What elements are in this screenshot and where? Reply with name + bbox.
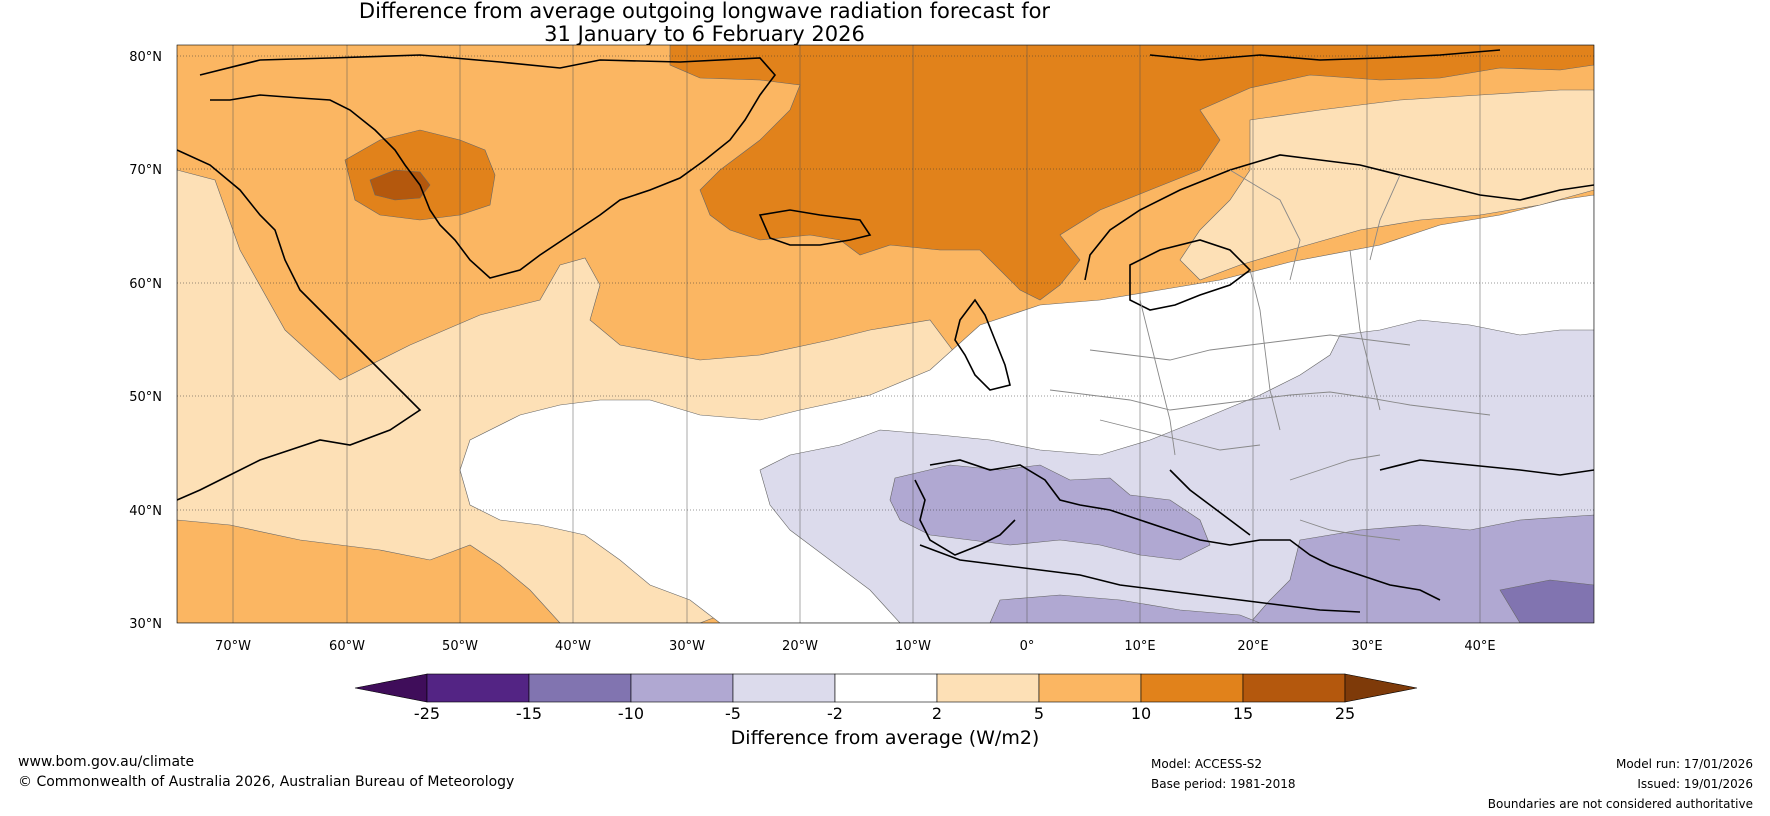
- coast-north-africa: [919, 544, 1361, 613]
- lat-label-60n: 60°N: [129, 277, 162, 292]
- coast-svalbard: [1149, 49, 1501, 61]
- longitude-labels: 70°W 60°W 50°W 40°W 30°W 20°W 10°W 0° 10…: [215, 639, 1496, 654]
- lon-label-0: 0°: [1020, 639, 1035, 654]
- coast-greenland: [199, 54, 777, 279]
- coast-black-sea: [1379, 459, 1594, 476]
- colorbar-bin-minus15-10: [528, 673, 632, 703]
- colorbar-tick-25: 25: [1335, 704, 1355, 723]
- anomaly-region-10-15-north: [669, 45, 1594, 301]
- lon-label-30e: 30°E: [1351, 639, 1382, 654]
- colorbar: -25 -15 -10 -5 -2 2 5 10 15 25: [354, 673, 1418, 723]
- coast-baltic: [1129, 239, 1252, 311]
- lat-label-70n: 70°N: [129, 163, 162, 178]
- map-frame: [176, 44, 1595, 624]
- colorbar-tick-10: 10: [1131, 704, 1151, 723]
- colorbar-bin-5-10: [1038, 673, 1142, 703]
- latitude-labels: 80°N 70°N 60°N 50°N 40°N 30°N: [129, 50, 162, 632]
- lon-label-30w: 30°W: [669, 639, 705, 654]
- colorbar-tick-2: 2: [932, 704, 942, 723]
- colorbar-tick-minus2: -2: [827, 704, 843, 723]
- colorbar-bin-15-25: [1242, 673, 1346, 703]
- title-line-2: 31 January to 6 February 2026: [544, 22, 865, 46]
- colorbar-arrow-high: [1344, 673, 1418, 703]
- colorbar-bin-minus5-2: [732, 673, 836, 703]
- colorbar-bin-minus25-15: [426, 673, 530, 703]
- colorbar-tick-15: 15: [1233, 704, 1253, 723]
- map-title: Difference from average outgoing longwav…: [0, 0, 1409, 46]
- coast-iceland: [758, 209, 872, 246]
- lat-label-30n: 30°N: [129, 617, 162, 632]
- lon-label-40e: 40°E: [1464, 639, 1495, 654]
- anomaly-region-5-10-southwest: [177, 519, 561, 623]
- lon-label-70w: 70°W: [215, 639, 251, 654]
- coast-spain-portugal: [914, 479, 1016, 556]
- lat-label-40n: 40°N: [129, 504, 162, 519]
- national-borders: [1049, 169, 1491, 541]
- lat-label-50n: 50°N: [129, 390, 162, 405]
- lon-label-10w: 10°W: [895, 639, 931, 654]
- coastlines: [177, 49, 1594, 613]
- coast-baffin-labrador: [177, 149, 422, 501]
- footer-copyright: © Commonwealth of Australia 2026, Austra…: [18, 774, 515, 790]
- footer-issued: Issued: 19/01/2026: [1637, 777, 1753, 791]
- colorbar-tick-minus15: -15: [516, 704, 542, 723]
- footer-model: Model: ACCESS-S2: [1151, 757, 1263, 771]
- lon-label-20e: 20°E: [1237, 639, 1268, 654]
- lon-label-40w: 40°W: [555, 639, 591, 654]
- lat-label-80n: 80°N: [129, 50, 162, 65]
- coast-iberia-med: [929, 459, 1441, 601]
- graticule-longitudes: [232, 45, 1481, 623]
- colorbar-bin-2-5: [936, 673, 1040, 703]
- anomaly-region-minus-5-10-med: [889, 464, 1211, 561]
- lon-label-20w: 20°W: [782, 639, 818, 654]
- coast-britain: [954, 298, 1011, 391]
- footer-website[interactable]: www.bom.gov.au/climate: [18, 754, 195, 770]
- map-panel: [177, 45, 1594, 623]
- colorbar-tick-5: 5: [1034, 704, 1044, 723]
- lon-label-60w: 60°W: [329, 639, 365, 654]
- colorbar-bin-10-15: [1140, 673, 1244, 703]
- footer-model-run: Model run: 17/01/2026: [1615, 757, 1753, 771]
- title-line-1: Difference from average outgoing longwav…: [358, 0, 1051, 23]
- colorbar-tick-minus25: -25: [414, 704, 440, 723]
- anomaly-region-minus-5-10-south: [989, 594, 1261, 623]
- coast-italy: [1169, 469, 1251, 536]
- colorbar-bin-minus10-5: [630, 673, 734, 703]
- anomaly-region-minus-10-15: [1499, 579, 1594, 623]
- colorbar-tick-minus10: -10: [618, 704, 644, 723]
- coast-norway: [1084, 154, 1594, 281]
- footer-base-period: Base period: 1981-2018: [1151, 777, 1296, 791]
- colorbar-arrow-low: [354, 673, 428, 703]
- lon-label-50w: 50°W: [442, 639, 478, 654]
- lon-label-10e: 10°E: [1124, 639, 1155, 654]
- colorbar-bin-minus2-2: [834, 673, 938, 703]
- graticule-latitudes: [177, 55, 1594, 511]
- colorbar-tick-minus5: -5: [725, 704, 741, 723]
- colorbar-title: Difference from average (W/m2): [730, 727, 1040, 749]
- footer-boundaries-note: Boundaries are not considered authoritat…: [1487, 797, 1753, 811]
